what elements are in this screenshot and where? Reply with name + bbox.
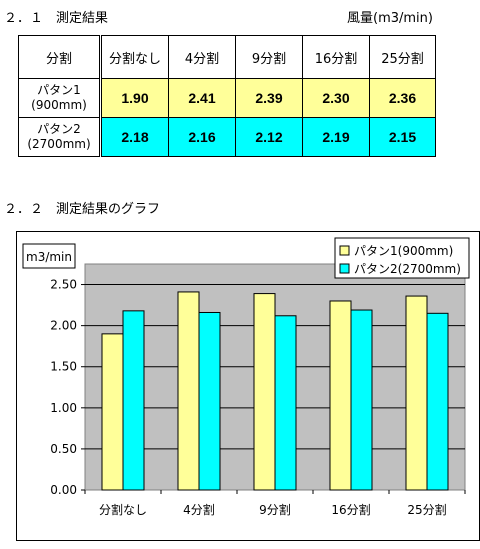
col-header-4: 25分割 bbox=[369, 35, 436, 79]
table-header-row: 分割 分割なし 4分割 9分割 16分割 25分割 bbox=[18, 35, 436, 79]
legend-label-1: パタン1(900mm) bbox=[354, 244, 453, 258]
row-label-size: (2700mm) bbox=[27, 137, 91, 151]
table-cell: 2.36 bbox=[369, 78, 436, 118]
section-2-title: ２．２ 測定結果のグラフ bbox=[4, 202, 161, 217]
y-tick-label: 1.00 bbox=[50, 401, 77, 415]
bar-series-2 bbox=[350, 309, 373, 491]
y-tick-label: 2.50 bbox=[50, 278, 77, 292]
table-row-pattern-2: パタン2 (2700mm) 2.18 2.16 2.12 2.19 2.15 bbox=[18, 117, 436, 157]
results-table: 分割 分割なし 4分割 9分割 16分割 25分割 パタン1 (900mm) 1… bbox=[18, 35, 436, 157]
y-tick-label: 1.50 bbox=[50, 360, 77, 374]
bar-series-2 bbox=[122, 310, 145, 491]
legend-swatch-1 bbox=[339, 245, 350, 256]
row-label-name: パタン1 bbox=[37, 83, 81, 97]
table-cell: 1.90 bbox=[100, 78, 169, 118]
col-header-1: 4分割 bbox=[168, 35, 236, 79]
bar-series-1 bbox=[253, 293, 276, 491]
table-cell: 2.30 bbox=[302, 78, 370, 118]
y-axis-label-box bbox=[22, 243, 76, 269]
table-cell: 2.18 bbox=[100, 117, 169, 157]
x-tick-label: 9分割 bbox=[259, 502, 291, 517]
section-1-title: ２．１ 測定結果 bbox=[4, 11, 109, 26]
bar-series-2 bbox=[274, 315, 297, 491]
table-cell: 2.15 bbox=[369, 117, 436, 157]
bar-series-2 bbox=[426, 312, 449, 491]
row-label-pattern-2: パタン2 (2700mm) bbox=[18, 117, 102, 157]
y-tick-label: 0.00 bbox=[50, 483, 77, 497]
table-cell: 2.39 bbox=[235, 78, 303, 118]
bar-series-2 bbox=[198, 311, 221, 491]
x-tick-label: 4分割 bbox=[183, 502, 215, 517]
bar-series-1 bbox=[177, 291, 200, 491]
legend-swatch-2 bbox=[339, 263, 350, 274]
y-axis-label: m3/min bbox=[26, 250, 72, 264]
y-tick-label: 0.50 bbox=[50, 442, 77, 456]
x-tick-label: 25分割 bbox=[407, 502, 446, 517]
table-row-pattern-1: パタン1 (900mm) 1.90 2.41 2.39 2.30 2.36 bbox=[18, 78, 436, 118]
row-label-pattern-1: パタン1 (900mm) bbox=[18, 78, 102, 118]
row-label-size: (900mm) bbox=[31, 98, 87, 112]
bar-series-1 bbox=[405, 295, 428, 491]
col-header-0: 分割なし bbox=[100, 35, 169, 79]
col-header-2: 9分割 bbox=[235, 35, 303, 79]
legend-label-2: パタン2(2700mm) bbox=[354, 262, 461, 276]
table-cell: 2.16 bbox=[168, 117, 236, 157]
table-cell: 2.41 bbox=[168, 78, 236, 118]
table-cell: 2.12 bbox=[235, 117, 303, 157]
col-header-3: 16分割 bbox=[302, 35, 370, 79]
bar-series-1 bbox=[329, 300, 352, 491]
legend-box bbox=[334, 237, 470, 279]
table-corner-cell: 分割 bbox=[18, 35, 102, 79]
unit-label: 風量(m3/min) bbox=[347, 11, 433, 26]
row-label-name: パタン2 bbox=[37, 122, 81, 136]
x-tick-label: 16分割 bbox=[331, 502, 370, 517]
bar-chart: 0.00 0.50 1.00 1.50 2.00 2.50 m3/min 分割なし 4分割 9分割… bbox=[22, 237, 470, 517]
bar-series-1 bbox=[101, 333, 124, 491]
table-cell: 2.19 bbox=[302, 117, 370, 157]
y-tick-label: 2.00 bbox=[50, 319, 77, 333]
chart-container: 0.00 0.50 1.00 1.50 2.00 2.50 m3/min 分割なし 4分割 9分割… bbox=[16, 231, 480, 541]
x-tick-label: 分割なし bbox=[99, 502, 147, 517]
